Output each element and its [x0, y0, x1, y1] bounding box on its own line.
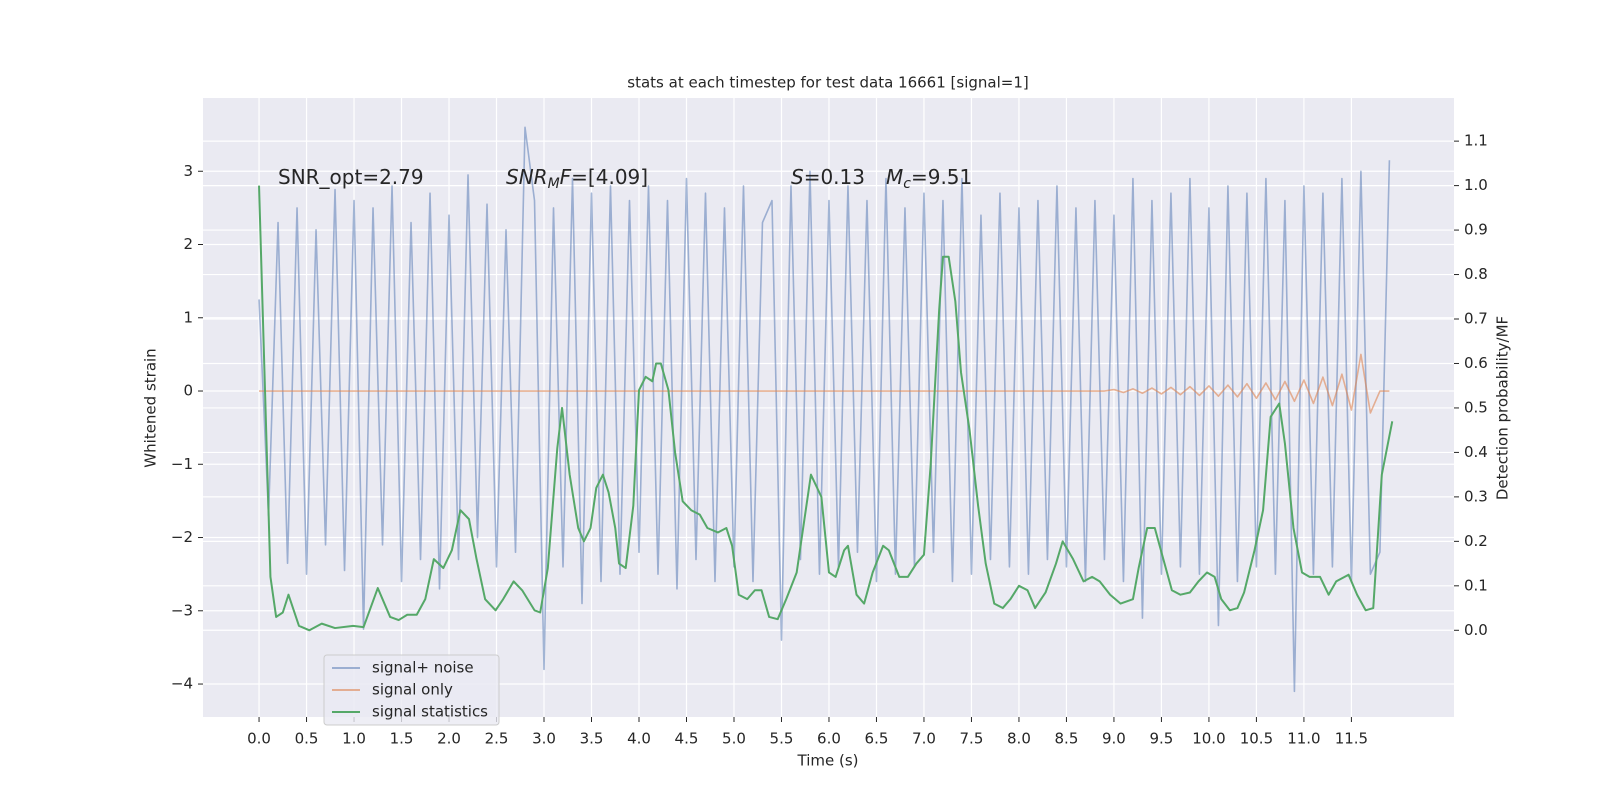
annotation-part: =[4.09]: [571, 165, 648, 189]
y-tick-label: 0: [183, 382, 193, 400]
chart-title: stats at each timestep for test data 166…: [627, 74, 1028, 92]
y-tick-label: −1: [171, 455, 193, 473]
annotation: SNR_opt=2.79: [278, 165, 424, 189]
x-tick-label: 8.0: [1007, 730, 1031, 748]
y2-axis-label: Detection probability/MF: [1494, 316, 1512, 500]
legend-label: signal+ noise: [372, 659, 474, 677]
y2-tick-label: 0.0: [1464, 621, 1488, 639]
x-tick-label: 7.0: [912, 730, 936, 748]
y2-tick-label: 0.8: [1464, 265, 1488, 283]
x-tick-label: 4.5: [675, 730, 699, 748]
x-axis-label: Time (s): [797, 752, 859, 770]
y2-tick-label: 1.0: [1464, 176, 1488, 194]
y-tick-label: −3: [171, 601, 193, 619]
y-axis-label: Whitened strain: [142, 348, 160, 467]
y2-tick-label: 0.1: [1464, 576, 1488, 594]
x-tick-label: 2.0: [437, 730, 461, 748]
annotation: S=0.13: [791, 165, 865, 189]
legend-label: signal only: [372, 681, 453, 699]
x-tick-label: 7.5: [960, 730, 984, 748]
x-tick-label: 10.5: [1240, 730, 1273, 748]
annotation: Mc=9.51: [886, 165, 972, 193]
annotation: SNRMF=[4.09]: [506, 165, 648, 193]
x-tick-label: 2.5: [485, 730, 509, 748]
x-tick-label: 1.0: [342, 730, 366, 748]
x-tick-label: 11.5: [1335, 730, 1368, 748]
x-tick-label: 8.5: [1055, 730, 1079, 748]
y-tick-label: 3: [183, 162, 193, 180]
x-tick-label: 9.5: [1150, 730, 1174, 748]
x-tick-label: 1.5: [390, 730, 414, 748]
annotation-part: M: [548, 176, 560, 192]
x-tick-label: 10.0: [1192, 730, 1225, 748]
annotation-part: F: [560, 165, 572, 189]
y2-tick-label: 1.1: [1464, 132, 1488, 150]
x-tick-label: 3.0: [532, 730, 556, 748]
x-tick-label: 5.0: [722, 730, 746, 748]
y2-tick-label: 0.5: [1464, 398, 1488, 416]
y-tick-label: −4: [171, 675, 193, 693]
y-tick-label: −2: [171, 528, 193, 546]
y2-tick-label: 0.9: [1464, 221, 1488, 239]
legend-box: [323, 654, 500, 726]
x-tick-label: 5.5: [770, 730, 794, 748]
x-tick-label: 6.5: [865, 730, 889, 748]
series-line: [259, 353, 1390, 414]
legend-label: signal statistics: [372, 703, 488, 721]
annotation-part: S: [791, 165, 804, 189]
y-tick-label: 1: [183, 308, 193, 326]
annotation-part: M: [886, 165, 903, 189]
x-tick-label: 0.5: [295, 730, 319, 748]
x-tick-label: 4.0: [627, 730, 651, 748]
annotation-part: =0.13: [804, 165, 865, 189]
x-tick-label: 11.0: [1287, 730, 1320, 748]
y2-tick-label: 0.4: [1464, 443, 1488, 461]
x-tick-label: 3.5: [580, 730, 604, 748]
y2-tick-label: 0.7: [1464, 310, 1488, 328]
annotation-part: SNR: [506, 165, 548, 189]
annotation-part: c: [903, 176, 911, 192]
annotation-part: SNR_opt=2.79: [278, 165, 424, 189]
x-tick-label: 9.0: [1102, 730, 1126, 748]
y-tick-label: 2: [183, 235, 193, 253]
x-tick-label: 0.0: [247, 730, 271, 748]
legend: signal+ noise signal only signal statistic…: [323, 654, 500, 726]
series-line: [258, 185, 1394, 632]
y2-tick-label: 0.3: [1464, 487, 1488, 505]
x-tick-label: 6.0: [817, 730, 841, 748]
y2-tick-label: 0.6: [1464, 354, 1488, 372]
annotation-part: =9.51: [911, 165, 972, 189]
series-line: [258, 126, 1391, 693]
y2-tick-label: 0.2: [1464, 532, 1488, 550]
